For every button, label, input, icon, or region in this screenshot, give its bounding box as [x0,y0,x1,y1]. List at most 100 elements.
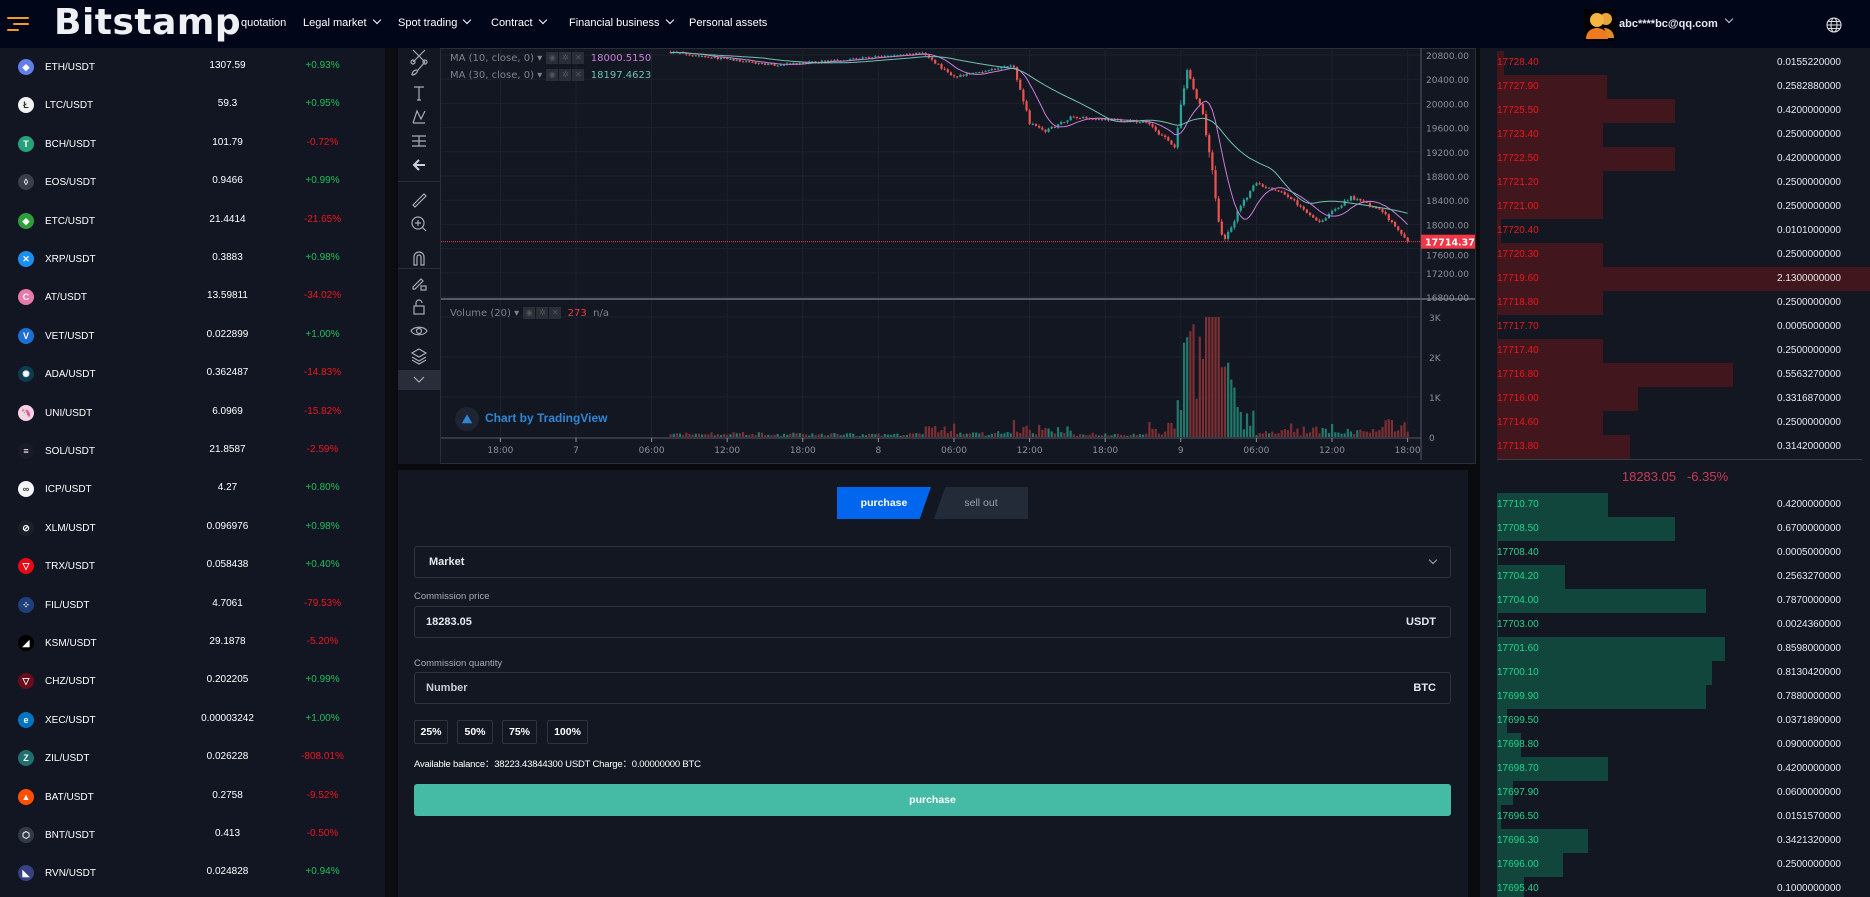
nav-legal-market[interactable]: Legal market [303,15,381,29]
ask-row[interactable]: 17721.00 0.2500000000 [1497,195,1870,219]
bid-row[interactable]: 17698.80 0.0900000000 [1497,733,1870,757]
market-row[interactable]: ⊘ XLM/USDT 0.096976 +0.98% [0,509,385,547]
magnet-icon[interactable] [409,249,429,269]
percent-100-button[interactable]: 100% [547,720,588,744]
bid-row[interactable]: 17703.00 0.0024360000 [1497,613,1870,637]
bid-row[interactable]: 17695.40 0.1000000000 [1497,877,1870,897]
close-icon[interactable]: ✕ [572,52,585,64]
ask-row[interactable]: 17717.40 0.2500000000 [1497,339,1870,363]
close-icon[interactable]: ✕ [572,69,585,81]
market-row[interactable]: T BCH/USDT 101.79 -0.72% [0,125,385,163]
nav-quotation[interactable]: quotation [241,17,286,29]
market-row[interactable]: ✕ XRP/USDT 0.3883 +0.98% [0,240,385,278]
ask-row[interactable]: 17723.40 0.2500000000 [1497,123,1870,147]
pattern-icon[interactable] [409,107,429,127]
ask-row[interactable]: 17727.90 0.2582880000 [1497,75,1870,99]
chevron-down-icon[interactable] [398,370,440,390]
menu-icon[interactable] [7,17,29,31]
commission-quantity-input[interactable]: Number BTC [414,672,1451,704]
ask-row[interactable]: 17720.30 0.2500000000 [1497,243,1870,267]
lock-drawing-icon[interactable] [409,273,429,293]
ask-row[interactable]: 17728.40 0.0155220000 [1497,51,1870,75]
bid-row[interactable]: 17700.10 0.8130420000 [1497,661,1870,685]
ask-row[interactable]: 17716.00 0.3316870000 [1497,387,1870,411]
back-arrow-icon[interactable] [409,155,429,175]
eye-icon[interactable]: ◉ [546,69,559,81]
close-icon[interactable]: ✕ [549,307,562,319]
bid-row[interactable]: 17696.30 0.3421320000 [1497,829,1870,853]
percent-50-button[interactable]: 50% [457,720,493,744]
market-row[interactable]: Ł LTC/USDT 59.3 +0.95% [0,86,385,124]
market-row[interactable]: ▽ TRX/USDT 0.058438 +0.40% [0,547,385,585]
gear-icon[interactable]: ✲ [536,307,549,319]
globe-icon[interactable] [1826,17,1842,33]
bid-row[interactable]: 17704.20 0.2563270000 [1497,565,1870,589]
market-row[interactable]: ◢ KSM/USDT 29.1878 -5.20% [0,624,385,662]
tradingview-badge[interactable]: ⛰ Chart by TradingView [455,407,607,431]
bid-row[interactable]: 17696.50 0.0151570000 [1497,805,1870,829]
layers-icon[interactable] [409,346,429,366]
bid-row[interactable]: 17704.00 0.7870000000 [1497,589,1870,613]
nav-personal-assets[interactable]: Personal assets [689,17,767,29]
eye-icon[interactable]: ◉ [523,307,536,319]
bid-row[interactable]: 17708.40 0.0005000000 [1497,541,1870,565]
market-row[interactable]: ◆ ETC/USDT 21.4414 -21.65% [0,202,385,240]
gear-icon[interactable]: ✲ [559,52,572,64]
tab-sell-out[interactable]: sell out [934,487,1028,519]
bid-row[interactable]: 17708.50 0.6700000000 [1497,517,1870,541]
percent-75-button[interactable]: 75% [502,720,537,744]
ask-row[interactable]: 17713.80 0.3142000000 [1497,435,1870,459]
lock-icon[interactable] [409,297,429,317]
nav-contract[interactable]: Contract [491,15,547,29]
order-type-select[interactable]: Market [414,546,1451,578]
ask-row[interactable]: 17720.40 0.0101000000 [1497,219,1870,243]
market-row[interactable]: ⬡ BNT/USDT 0.413 -0.50% [0,816,385,854]
ruler-icon[interactable] [409,190,429,210]
fib-icon[interactable] [409,131,429,151]
bid-row[interactable]: 17699.50 0.0371890000 [1497,709,1870,733]
nav-spot-trading[interactable]: Spot trading [398,15,472,29]
eye-icon[interactable] [409,321,429,341]
bid-row[interactable]: 17701.60 0.8598000000 [1497,637,1870,661]
purchase-submit-button[interactable]: purchase [414,784,1451,816]
bid-row[interactable]: 17710.70 0.4200000000 [1497,493,1870,517]
ask-row[interactable]: 17719.60 2.1300000000 [1497,267,1870,291]
bid-row[interactable]: 17696.00 0.2500000000 [1497,853,1870,877]
bid-row[interactable]: 17699.90 0.7880000000 [1497,685,1870,709]
logo[interactable]: Bitstamp [54,2,242,43]
ask-row[interactable]: 17717.70 0.0005000000 [1497,315,1870,339]
market-row[interactable]: C AT/USDT 13.59811 -34.02% [0,278,385,316]
tab-purchase[interactable]: purchase [837,487,931,519]
cross-line-icon[interactable] [409,46,429,66]
percent-25-button[interactable]: 25% [414,720,448,744]
brush-icon[interactable] [409,58,429,78]
market-row[interactable]: 🦄 UNI/USDT 6.0969 -15.82% [0,394,385,432]
market-row[interactable]: ∞ ICP/USDT 4.27 +0.80% [0,470,385,508]
commission-price-input[interactable]: 18283.05 USDT [414,606,1451,638]
ask-row[interactable]: 17714.60 0.2500000000 [1497,411,1870,435]
bid-row[interactable]: 17698.70 0.4200000000 [1497,757,1870,781]
market-row[interactable]: ⁘ FIL/USDT 4.7061 -79.53% [0,586,385,624]
bid-row[interactable]: 17697.90 0.0600000000 [1497,781,1870,805]
ask-row[interactable]: 17718.80 0.2500000000 [1497,291,1870,315]
ask-row[interactable]: 17721.20 0.2500000000 [1497,171,1870,195]
nav-financial-business[interactable]: Financial business [569,15,674,29]
ask-row[interactable]: 17716.80 0.5563270000 [1497,363,1870,387]
market-list-scrollbar[interactable] [386,48,396,897]
ask-row[interactable]: 17722.50 0.4200000000 [1497,147,1870,171]
market-row[interactable]: ◊ EOS/USDT 0.9466 +0.99% [0,163,385,201]
zoom-in-icon[interactable] [409,214,429,234]
eye-icon[interactable]: ◉ [546,52,559,64]
market-row[interactable]: V VET/USDT 0.022899 +1.00% [0,317,385,355]
market-row[interactable]: ◣ RVN/USDT 0.024828 +0.94% [0,854,385,892]
price-chart[interactable]: 20800.00 20400.00 20000.00 19600.00 19200.00… [441,48,1475,463]
text-icon[interactable] [409,83,429,103]
market-row[interactable]: ✺ ADA/USDT 0.362487 -14.83% [0,355,385,393]
market-row[interactable]: Z ZIL/USDT 0.026228 -808.01% [0,739,385,777]
market-row[interactable]: ≡ SOL/USDT 21.8587 -2.59% [0,432,385,470]
market-row[interactable]: ▽ CHZ/USDT 0.202205 +0.99% [0,662,385,700]
ask-row[interactable]: 17725.50 0.4200000000 [1497,99,1870,123]
market-row[interactable]: ◆ ETH/USDT 1307.59 +0.93% [0,48,385,86]
market-row[interactable]: ▲ BAT/USDT 0.2758 -9.52% [0,778,385,816]
market-row[interactable]: e XEC/USDT 0.00003242 +1.00% [0,701,385,739]
